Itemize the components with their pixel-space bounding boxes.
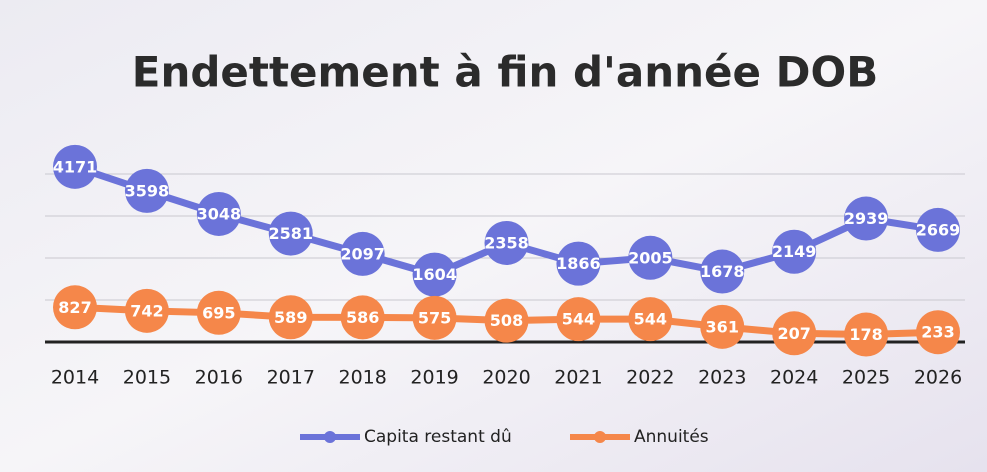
point [340,295,385,340]
point [916,207,960,252]
x-tick-label: 2014 [51,367,99,389]
point [196,191,241,236]
data-label: 827 [58,298,91,317]
point [412,295,457,340]
x-tick-label: 2022 [626,367,674,389]
data-label: 1866 [556,254,601,273]
point [772,229,817,274]
data-label: 4171 [53,157,98,176]
x-tick-label: 2024 [770,367,818,389]
data-label: 544 [562,310,595,329]
data-label: 361 [706,317,739,336]
x-tick-label: 2021 [554,367,602,389]
data-label: 1678 [700,262,745,281]
data-label: 3048 [197,204,242,223]
legend-label: Capita restant dû [364,427,512,447]
point [53,144,97,189]
x-tick-label: 2019 [410,367,458,389]
legend-marker [324,431,336,443]
point [124,288,169,333]
point [484,220,529,265]
data-label: 544 [634,310,667,329]
data-label: 3598 [125,181,170,200]
data-label: 2669 [916,220,961,239]
data-label: 589 [274,308,307,327]
x-tick-label: 2015 [123,367,171,389]
data-label: 2149 [772,242,817,261]
x-tick-label: 2023 [698,367,746,389]
x-tick-label: 2016 [195,367,243,389]
point [556,241,601,286]
data-label: 742 [130,301,163,320]
legend-marker [594,431,606,443]
data-label: 178 [849,325,882,344]
data-label: 1604 [412,265,457,284]
point [556,297,601,342]
data-label: 2097 [340,244,385,263]
point [844,196,889,241]
x-tick-label: 2017 [267,367,315,389]
point [196,290,241,335]
x-tick-label: 2020 [482,367,530,389]
x-tick-label: 2026 [914,367,962,389]
data-label: 2005 [628,248,673,267]
data-label: 586 [346,308,379,327]
data-label: 575 [418,308,451,327]
point [628,235,673,280]
data-label: 2358 [484,233,529,252]
chart-title: Endettement à fin d'année DOB [132,48,878,97]
point [484,298,529,343]
point [628,297,673,342]
data-label: 207 [777,324,810,343]
point [268,211,313,256]
point [772,311,817,356]
legend-label: Annuités [634,427,709,447]
point [916,310,960,355]
data-label: 2939 [844,209,889,228]
x-tick-label: 2025 [842,367,890,389]
point [340,231,385,276]
point [412,252,457,297]
data-label: 233 [921,323,954,342]
point [268,295,313,340]
data-label: 508 [490,311,523,330]
data-label: 695 [202,303,235,322]
point [700,304,745,349]
point [53,285,97,330]
data-label: 2581 [268,224,313,243]
point [844,312,889,357]
x-tick-label: 2018 [338,367,386,389]
point [700,249,745,294]
point [124,168,169,213]
